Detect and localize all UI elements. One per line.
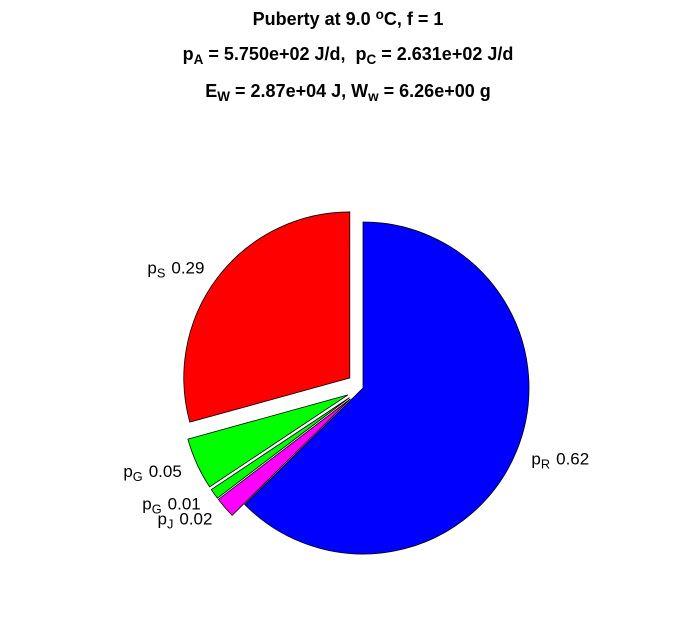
chart-title: EW = 2.87e+04 J, Ww = 6.26e+00 g: [205, 81, 490, 104]
pie-slice: [244, 221, 530, 555]
text-part: p: [142, 495, 151, 514]
text-part: = 2.631e+02 J/d: [376, 44, 513, 64]
slice-value: 0.29: [171, 258, 204, 277]
slice-label: pR 0.62: [531, 450, 589, 472]
text-part: Puberty at 9.0: [253, 9, 376, 29]
slice-label: pS 0.29: [147, 258, 204, 280]
pie-slice: [217, 398, 351, 516]
chart-title: pA = 5.750e+02 J/d, pC = 2.631e+02 J/d: [183, 44, 514, 67]
slice-value: 0.05: [149, 462, 182, 481]
slice-value: 0.62: [556, 450, 589, 469]
subscript: w: [367, 89, 379, 104]
pie-slice: [210, 397, 350, 499]
supscript: o: [376, 7, 384, 22]
text-part: p: [123, 462, 132, 481]
subscript: J: [167, 516, 173, 531]
subscript: C: [367, 52, 377, 67]
text-part: = 5.750e+02 J/d, p: [203, 44, 366, 64]
subscript: A: [194, 52, 204, 67]
text-part: = 2.87e+04 J, W: [230, 81, 368, 101]
text-part: p: [531, 450, 540, 469]
slice-value: 0.02: [179, 509, 212, 528]
pie-slice: [183, 211, 351, 423]
chart-title: Puberty at 9.0 oC, f = 1: [253, 7, 444, 29]
slice-value: 0.01: [168, 495, 201, 514]
subscript: W: [217, 89, 230, 104]
text-part: p: [183, 44, 194, 64]
text-part: p: [147, 258, 156, 277]
slice-label: pJ 0.02: [158, 509, 213, 531]
subscript: S: [157, 265, 166, 280]
text-part: = 6.26e+00 g: [379, 81, 491, 101]
slice-label: pG 0.01: [142, 495, 200, 517]
subscript: R: [541, 456, 550, 471]
pie-slice: [187, 394, 349, 488]
subscript: G: [152, 501, 162, 516]
text-part: p: [158, 509, 167, 528]
subscript: G: [133, 469, 143, 484]
slice-label: pG 0.05: [123, 462, 181, 484]
text-part: C, f = 1: [384, 9, 444, 29]
text-part: E: [205, 81, 217, 101]
